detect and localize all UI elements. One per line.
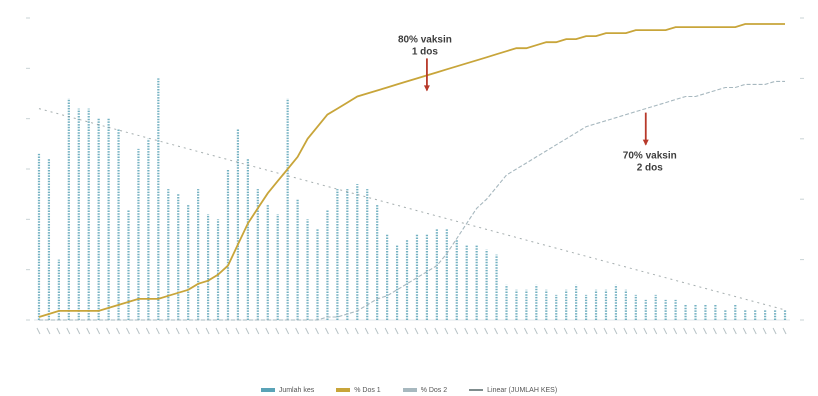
x-tick-label xyxy=(126,327,130,335)
x-tick-label xyxy=(633,327,638,335)
x-tick-label xyxy=(683,327,687,335)
x-tick-label xyxy=(235,327,240,335)
x-tick-label xyxy=(673,327,678,335)
chart-legend: Jumlah kes % Dos 1 % Dos 2 Linear (JUMLA… xyxy=(0,384,818,396)
x-tick-label xyxy=(185,327,190,335)
x-tick-label xyxy=(175,327,180,335)
x-tick-label xyxy=(46,327,51,335)
x-tick-label xyxy=(215,327,220,335)
legend-item-dos-2: % Dos 2 xyxy=(402,384,448,396)
x-tick-label xyxy=(573,327,578,335)
x-tick-label xyxy=(205,327,210,335)
legend-swatch xyxy=(260,388,275,392)
x-tick-label xyxy=(732,327,737,335)
x-tick-label xyxy=(394,327,399,335)
x-tick-label xyxy=(533,327,538,335)
x-tick-label xyxy=(275,327,280,335)
x-tick-label xyxy=(434,327,439,335)
x-tick-label xyxy=(325,327,329,335)
x-tick-label xyxy=(305,327,309,335)
x-tick-label xyxy=(106,327,111,335)
x-tick-label xyxy=(136,327,140,335)
x-tick-label xyxy=(56,327,61,335)
x-tick-label xyxy=(474,327,479,335)
x-tick-label xyxy=(742,327,747,335)
x-tick-label xyxy=(96,327,101,335)
legend-swatch xyxy=(469,389,484,391)
x-tick-label xyxy=(145,327,150,335)
x-tick-label xyxy=(245,327,250,335)
series-dos-1-line xyxy=(38,23,785,318)
x-tick-label xyxy=(484,327,489,335)
x-tick-label xyxy=(384,327,389,335)
x-tick-label xyxy=(593,327,598,335)
annotation-label: 70% vaksin xyxy=(623,151,677,162)
x-tick-label xyxy=(364,327,369,335)
x-tick-label xyxy=(722,327,727,335)
x-tick-label xyxy=(86,327,91,335)
x-tick-label xyxy=(583,327,588,335)
x-tick-label xyxy=(404,327,409,335)
x-tick-label xyxy=(752,327,757,335)
x-tick-label xyxy=(315,327,319,335)
legend-label: % Dos 1 xyxy=(354,386,381,394)
x-tick-label xyxy=(514,327,518,335)
x-tick-label xyxy=(424,327,429,335)
x-tick-label xyxy=(334,327,339,335)
x-tick-label xyxy=(36,327,41,335)
x-tick-label xyxy=(663,327,668,335)
x-tick-label xyxy=(523,327,528,335)
x-tick-label xyxy=(653,327,658,335)
x-tick-label xyxy=(563,327,568,335)
x-tick-label xyxy=(414,327,419,335)
x-tick-label xyxy=(285,327,290,335)
x-tick-label xyxy=(165,327,170,335)
x-tick-label xyxy=(464,327,469,335)
x-tick-label xyxy=(295,327,300,335)
x-tick-label xyxy=(255,327,260,335)
legend-label: Linear (JUMLAH KES) xyxy=(487,386,558,394)
x-tick-label xyxy=(782,327,787,335)
x-tick-label xyxy=(374,327,379,335)
x-tick-label xyxy=(712,327,717,335)
x-tick-label xyxy=(543,327,548,335)
x-tick-label xyxy=(265,327,270,335)
x-tick-label xyxy=(703,327,707,335)
x-tick-label xyxy=(762,327,767,335)
x-tick-label xyxy=(772,327,777,335)
legend-item-jumlah-kes: Jumlah kes xyxy=(260,384,315,396)
legend-item-dos-1: % Dos 1 xyxy=(336,384,381,396)
legend-item-linear: Linear (JUMLAH KES) xyxy=(469,384,557,396)
x-tick-label xyxy=(603,327,608,335)
x-tick-label xyxy=(155,327,160,335)
x-tick-label xyxy=(504,327,508,335)
annotation-label: 2 dos xyxy=(637,163,664,174)
x-tick-label xyxy=(623,327,628,335)
legend-label: % Dos 2 xyxy=(420,386,448,394)
legend-label: Jumlah kes xyxy=(278,386,315,394)
annotation-label: 1 dos xyxy=(412,46,439,57)
x-tick-label xyxy=(66,327,71,335)
x-tick-label xyxy=(643,327,648,335)
legend-swatch xyxy=(336,388,351,392)
trendline xyxy=(38,108,786,311)
annotation-arrowhead xyxy=(642,139,649,146)
x-tick-label xyxy=(444,327,449,335)
legend-swatch xyxy=(402,388,417,392)
x-tick-label xyxy=(693,327,697,335)
x-tick-label xyxy=(76,327,81,335)
series-dos-2-line xyxy=(39,80,785,321)
annotation-label: 80% vaksin xyxy=(398,34,452,45)
x-tick-label xyxy=(553,327,558,335)
annotation-arrowhead xyxy=(423,85,430,92)
x-tick-label xyxy=(454,327,459,335)
x-tick-label xyxy=(195,327,200,335)
x-tick-label xyxy=(225,327,230,335)
x-tick-label xyxy=(116,327,120,335)
x-tick-label xyxy=(613,327,618,335)
x-tick-label xyxy=(354,327,359,335)
x-tick-label xyxy=(344,327,349,335)
x-tick-label xyxy=(494,327,498,335)
